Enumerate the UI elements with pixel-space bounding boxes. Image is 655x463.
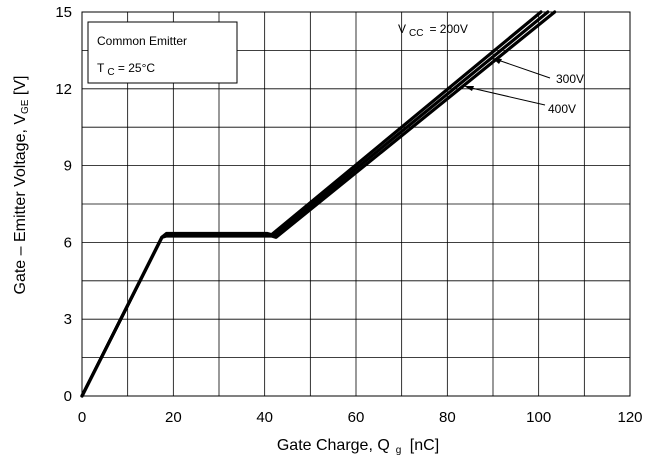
x-tick-label: 40 bbox=[256, 409, 273, 426]
tick-labels: 0 20 40 60 80 100 120 0 3 6 9 12 15 bbox=[55, 4, 642, 426]
arrow-300v bbox=[492, 58, 551, 79]
vcc-200v-label: V CC = 200V bbox=[398, 22, 468, 39]
plot-frame bbox=[81, 11, 631, 397]
label-400v: 400V bbox=[548, 102, 576, 116]
y-tick-label: 15 bbox=[55, 4, 72, 21]
x-tick-label: 80 bbox=[439, 409, 456, 426]
series-group bbox=[80, 10, 557, 398]
series-line-3 bbox=[80, 10, 557, 398]
y-axis-title: Gate – Emitter Voltage, VGE [V] bbox=[12, 75, 31, 294]
x-tick-label: 0 bbox=[78, 409, 86, 426]
label-300v: 300V bbox=[556, 72, 584, 86]
y-tick-label: 9 bbox=[64, 158, 72, 175]
y-tick-label: 0 bbox=[64, 388, 72, 405]
x-tick-label: 20 bbox=[165, 409, 182, 426]
arrow-400v bbox=[464, 86, 546, 106]
legend-frame bbox=[87, 21, 238, 84]
x-tick-label: 120 bbox=[617, 409, 642, 426]
y-tick-label: 6 bbox=[64, 234, 72, 251]
legend-line-1: Common Emitter bbox=[97, 34, 187, 48]
y-tick-label: 12 bbox=[55, 81, 72, 98]
x-tick-label: 100 bbox=[526, 409, 551, 426]
y-tick-label: 3 bbox=[64, 311, 72, 328]
x-tick-label: 60 bbox=[348, 409, 365, 426]
